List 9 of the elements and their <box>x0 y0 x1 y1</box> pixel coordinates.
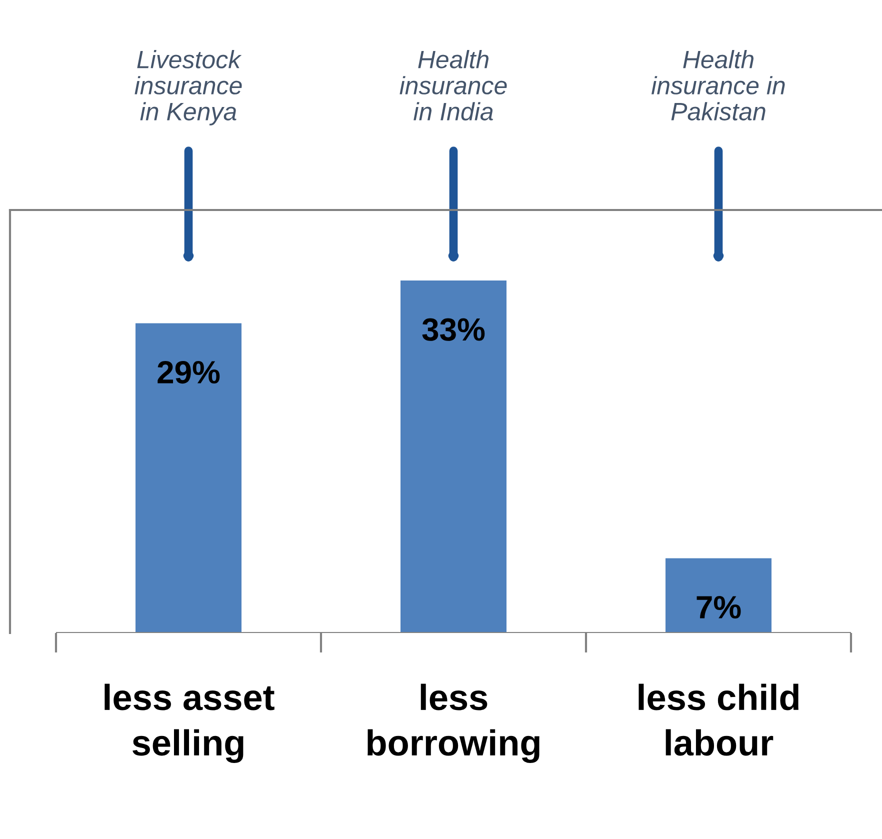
data-label: 7% <box>696 596 741 619</box>
data-label: 33% <box>422 318 485 341</box>
data-label: 29% <box>158 360 220 384</box>
x-tick-label: less asset selling <box>104 684 274 764</box>
text: Livestock insurance in Kenya <box>134 50 242 126</box>
text: Health insurance in Pakistan <box>652 50 785 120</box>
x-tick-label: less child labour <box>638 684 798 756</box>
x-tick-label: less borrowing <box>368 684 540 764</box>
text: Health insurance in India <box>400 50 507 120</box>
